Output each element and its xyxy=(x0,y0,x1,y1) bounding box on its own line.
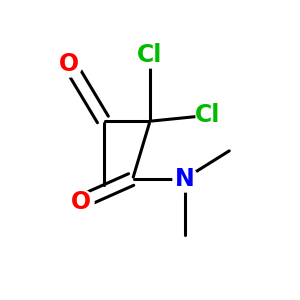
Text: O: O xyxy=(59,52,80,76)
Text: N: N xyxy=(175,167,194,191)
Text: O: O xyxy=(71,190,91,214)
Text: Cl: Cl xyxy=(195,103,220,127)
Text: Cl: Cl xyxy=(137,43,163,67)
